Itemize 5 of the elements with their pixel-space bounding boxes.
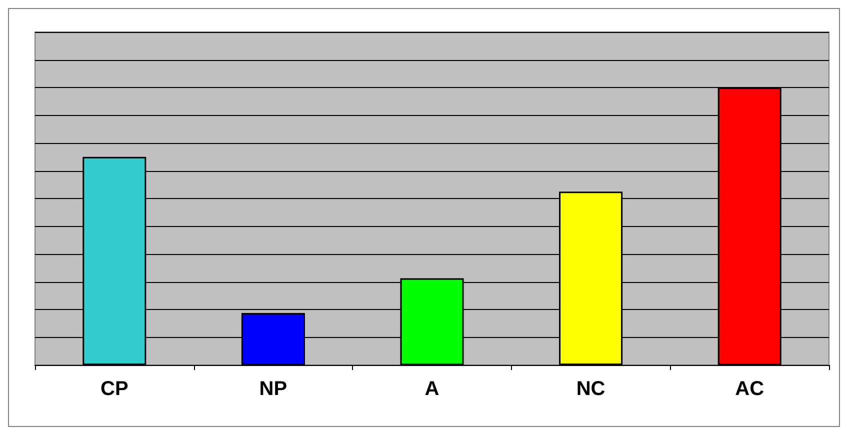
x-tick-label: CP <box>100 378 128 400</box>
x-tick-label: NP <box>259 378 288 400</box>
x-tick-label: NC <box>576 378 606 400</box>
x-tick-label: A <box>424 378 440 400</box>
x-tick-label: AC <box>735 378 764 400</box>
